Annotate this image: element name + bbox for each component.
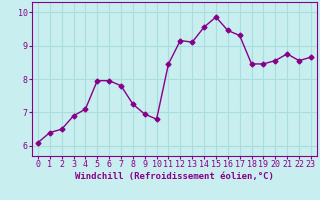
X-axis label: Windchill (Refroidissement éolien,°C): Windchill (Refroidissement éolien,°C)	[75, 172, 274, 181]
